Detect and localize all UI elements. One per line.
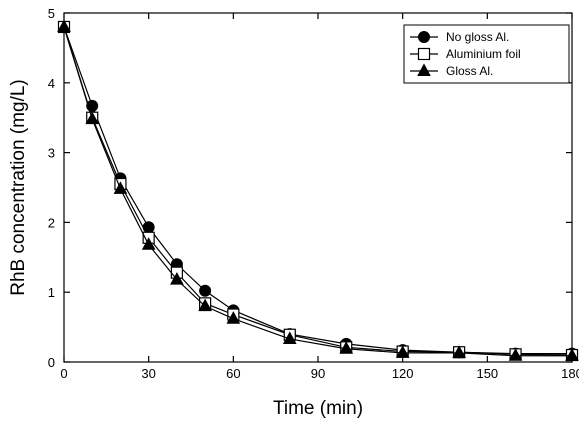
data-point [339,341,354,354]
data-point [226,311,241,324]
data-point [395,345,410,358]
y-tick-label: 1 [48,285,55,300]
data-point [141,237,156,250]
y-tick-label: 0 [48,355,55,370]
x-tick-label: 30 [141,366,155,381]
y-axis-title: RhB concentration (mg/L) [8,79,29,296]
data-point [452,345,466,358]
y-tick-label: 2 [48,215,55,230]
x-tick-label: 0 [60,366,67,381]
legend-marker [417,63,431,76]
legend-item: Aluminium foil [410,47,521,61]
x-tick-label: 60 [226,366,240,381]
x-tick-label: 120 [392,366,414,381]
data-point [199,284,212,297]
series-layer [57,19,579,362]
legend-label: Gloss Al. [446,64,493,78]
y-tick-label: 5 [48,6,55,21]
legend-marker [418,31,430,43]
data-point [113,181,128,194]
legend-item: No gloss Al. [410,30,509,44]
x-axis-title: Time (min) [273,398,363,419]
legend-label: Aluminium foil [446,47,521,61]
x-tick-label: 180 [561,366,579,381]
data-point [565,348,579,361]
data-point [198,298,212,312]
legend: No gloss Al. Aluminium foil Gloss Al. [403,24,570,84]
legend-item: Gloss Al. [410,63,493,78]
x-tick-label: 150 [476,366,498,381]
y-tick-label: 4 [48,76,55,91]
y-tick-label: 3 [48,146,55,161]
data-point [282,331,297,344]
data-point [57,19,71,32]
legend-label: No gloss Al. [446,30,509,44]
series-3 [57,19,579,361]
legend-marker [417,47,431,61]
data-point [85,111,100,125]
y-axis: 0 1 2 3 4 5 [48,6,572,370]
data-point [170,272,184,285]
data-point [508,348,523,361]
x-tick-label: 90 [311,366,325,381]
